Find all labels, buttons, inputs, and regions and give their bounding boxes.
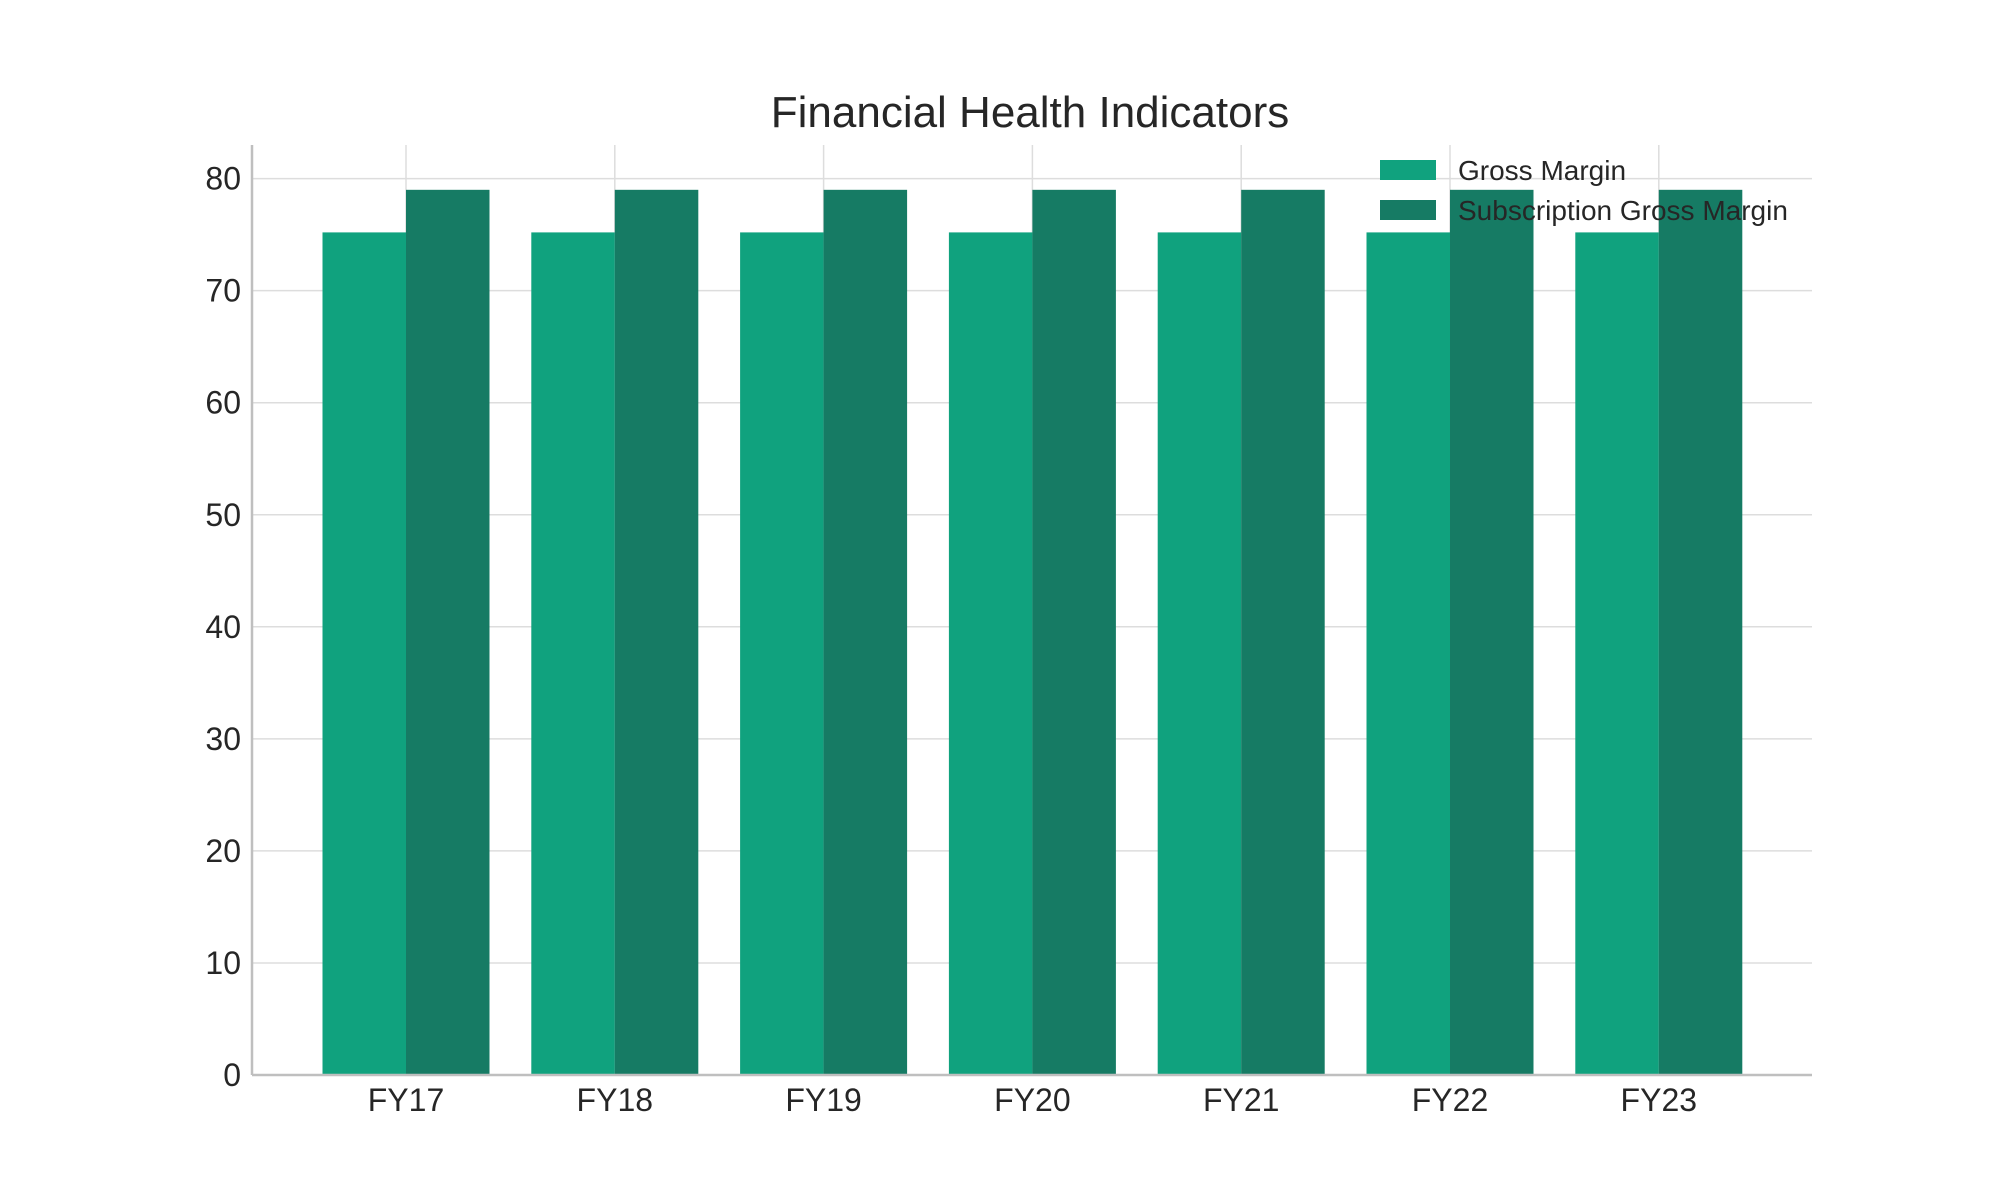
bar-gross-margin-fy20: [948, 232, 1033, 1075]
y-tick-label: 80: [205, 161, 241, 197]
y-tick-label: 30: [205, 721, 241, 757]
bar-subscription-gross-margin-fy23: [1658, 189, 1743, 1075]
x-tick-label: FY17: [368, 1082, 444, 1118]
bar-subscription-gross-margin-fy17: [406, 189, 490, 1075]
bar-gross-margin-fy17: [322, 232, 406, 1075]
legend[interactable]: Gross Margin Subscription Gross Margin: [1380, 155, 1788, 226]
legend-label-subscription-gross-margin[interactable]: Subscription Gross Margin: [1458, 195, 1788, 226]
y-tick-label: 40: [205, 609, 241, 645]
legend-swatch-gross-margin: [1380, 160, 1436, 180]
axes: [250, 145, 1812, 1077]
legend-swatch-subscription-gross-margin: [1380, 200, 1436, 220]
bar-gross-margin-fy21: [1157, 232, 1242, 1075]
x-tick-label: FY21: [1203, 1082, 1279, 1118]
bar-subscription-gross-margin-fy22: [1450, 189, 1534, 1075]
y-tick-label: 70: [205, 273, 241, 309]
y-tick-label: 60: [205, 385, 241, 421]
legend-label-gross-margin[interactable]: Gross Margin: [1458, 155, 1626, 186]
chart-title: Financial Health Indicators: [771, 88, 1289, 137]
x-tick-label: FY20: [994, 1082, 1070, 1118]
y-tick-label: 20: [205, 833, 241, 869]
x-tick-label: FY19: [785, 1082, 861, 1118]
x-tick-labels: FY17 FY18 FY19 FY20 FY21 FY22 FY23: [368, 1082, 1697, 1118]
bar-gross-margin-fy22: [1366, 232, 1450, 1075]
bar-subscription-gross-margin-fy21: [1241, 189, 1325, 1075]
x-tick-label: FY22: [1412, 1082, 1488, 1118]
bars: [322, 189, 1743, 1075]
bar-subscription-gross-margin-fy19: [823, 189, 908, 1075]
bar-gross-margin-fy23: [1575, 232, 1659, 1075]
bar-subscription-gross-margin-fy18: [614, 189, 699, 1075]
x-tick-label: FY23: [1621, 1082, 1697, 1118]
y-tick-labels: 0 10 20 30 40 50 60 70 80: [205, 161, 241, 1093]
bar-gross-margin-fy19: [740, 232, 824, 1075]
bar-subscription-gross-margin-fy20: [1032, 189, 1116, 1075]
y-tick-label: 0: [223, 1057, 241, 1093]
x-tick-label: FY18: [577, 1082, 653, 1118]
bar-gross-margin-fy18: [531, 232, 615, 1075]
y-tick-label: 10: [205, 945, 241, 981]
y-tick-label: 50: [205, 497, 241, 533]
